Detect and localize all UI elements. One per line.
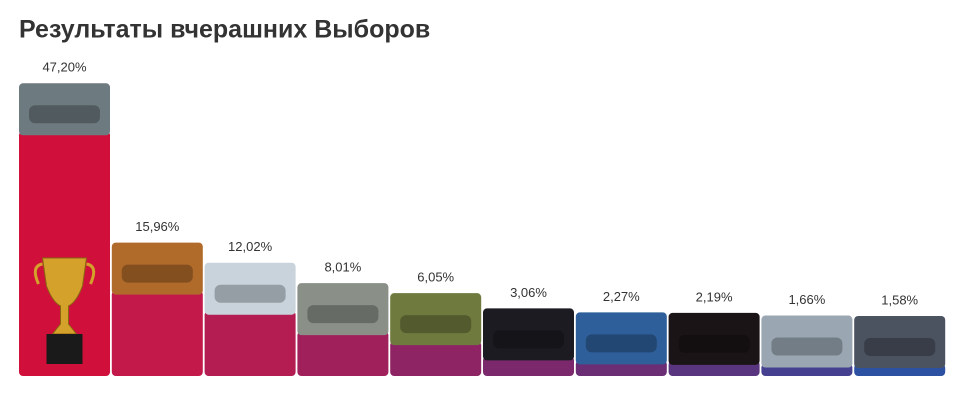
photo-shade: [121, 264, 193, 283]
car-photo: [668, 312, 760, 365]
car-photo: [204, 262, 296, 315]
photo-shade: [214, 284, 286, 303]
photo-shade: [771, 337, 843, 356]
photo-shade: [585, 334, 657, 353]
bar: [19, 131, 110, 376]
value-label: 8,01%: [324, 260, 361, 275]
car-photo: [297, 283, 389, 336]
trophy-base: [46, 334, 83, 364]
car-photo: [854, 315, 946, 368]
value-label: 12,02%: [228, 239, 273, 254]
car-photo: [483, 308, 574, 361]
value-label: 2,19%: [696, 289, 733, 304]
photo-shade: [864, 337, 936, 356]
car-photo: [111, 242, 203, 295]
bar: [483, 356, 574, 376]
chart-title: Результаты вчерашних Выборов: [19, 16, 430, 44]
car-photo: [575, 312, 667, 365]
bar: [390, 341, 482, 376]
car-photo: [761, 315, 853, 368]
value-label: 3,06%: [510, 285, 547, 300]
car-photo: [390, 293, 482, 346]
photo-shade: [307, 305, 379, 324]
value-label: 15,96%: [135, 219, 180, 234]
bar: [204, 310, 296, 376]
photo-shade: [400, 315, 472, 334]
photo-shade: [493, 330, 564, 349]
photo-shade: [678, 334, 750, 353]
photo-shade: [29, 105, 100, 124]
value-label: 1,58%: [881, 292, 918, 307]
value-label: 6,05%: [417, 270, 454, 285]
value-label: 1,66%: [788, 292, 825, 307]
trophy-icon: [33, 257, 96, 364]
bar: [297, 331, 389, 376]
value-label: 2,27%: [603, 289, 640, 304]
bar: [111, 290, 203, 376]
trophy-handles: [33, 262, 96, 285]
car-photo: [19, 83, 110, 136]
value-label: 47,20%: [42, 60, 87, 75]
